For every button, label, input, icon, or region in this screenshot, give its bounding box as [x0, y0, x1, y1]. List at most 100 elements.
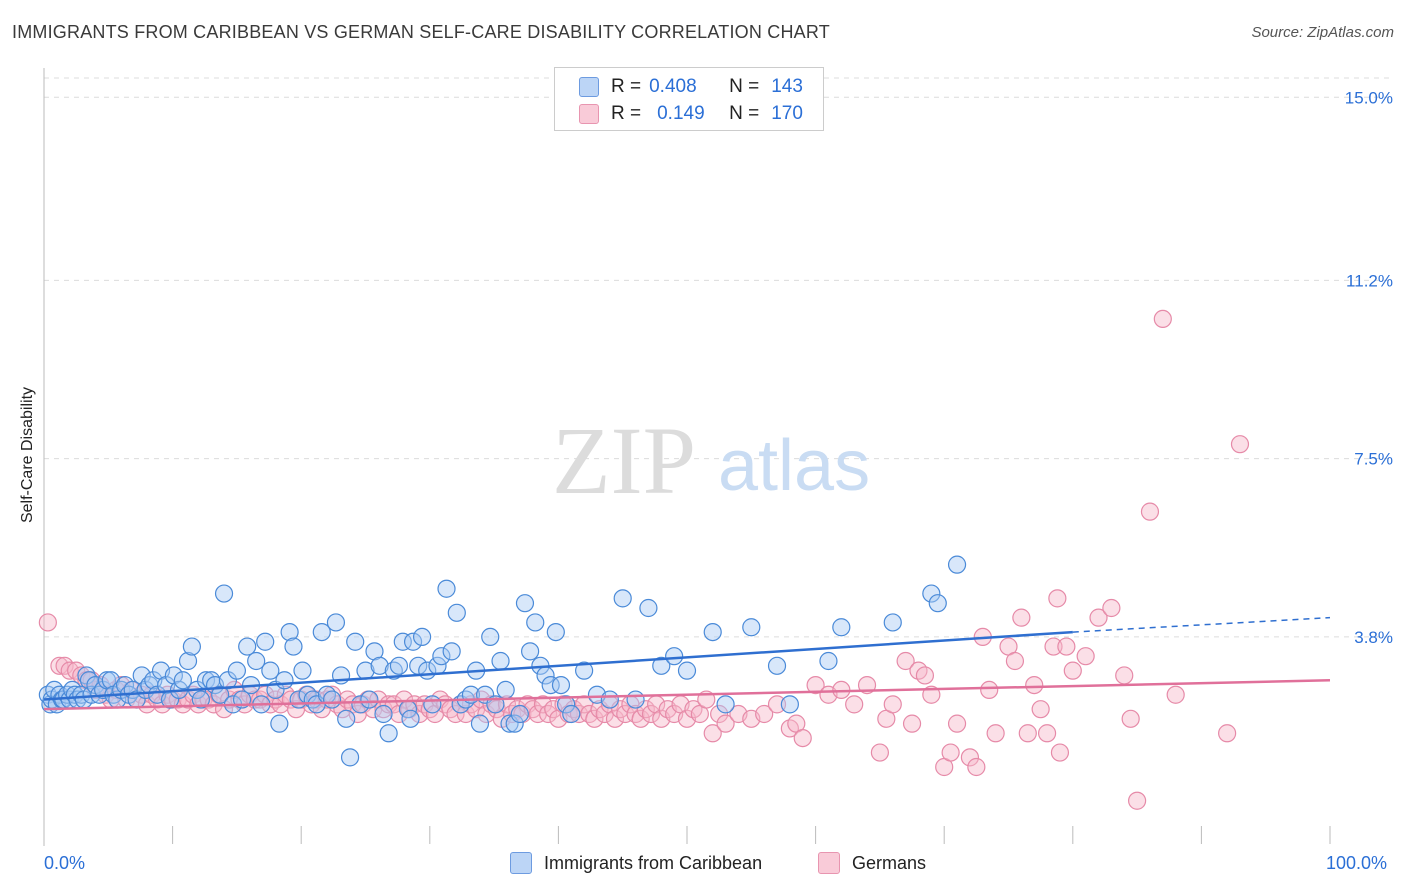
- caribbean-trend-extension: [1072, 616, 1331, 633]
- germans-point: [1012, 608, 1031, 627]
- caribbean-point: [191, 690, 210, 709]
- germans-point: [703, 724, 722, 743]
- caribbean-point: [270, 714, 289, 733]
- germans-point: [1057, 637, 1076, 656]
- germans-point: [1018, 724, 1037, 743]
- caribbean-point: [677, 661, 697, 680]
- legend-n-label: N =: [729, 103, 760, 124]
- x-tick-label-max: 100.0%: [1326, 853, 1388, 873]
- caribbean-point: [412, 627, 432, 647]
- germans-point: [50, 656, 69, 675]
- bottom-legend-label: Immigrants from Caribbean: [544, 852, 763, 873]
- source-note: Source: ZipAtlas.com: [1251, 24, 1394, 41]
- caribbean-point: [178, 651, 198, 671]
- watermark-atlas: atlas: [718, 426, 870, 506]
- y-axis-label: Self-Care Disability: [19, 386, 36, 524]
- legend-r-label: R =: [611, 76, 642, 97]
- legend-r-label: R =: [611, 103, 642, 124]
- caribbean-point: [510, 704, 529, 724]
- y-tick-label: 3.8%: [1354, 628, 1393, 647]
- x-tick-label-min: 0.0%: [44, 853, 86, 873]
- germans-point: [915, 666, 935, 685]
- caribbean-point: [437, 579, 456, 598]
- legend-n-label: N =: [729, 76, 760, 97]
- caribbean-point: [626, 690, 645, 709]
- grid-lines: [44, 77, 1394, 638]
- legend-row-germans: R = 0.149 N = 170: [579, 102, 803, 126]
- germans-point: [710, 704, 729, 724]
- caribbean-point: [505, 714, 524, 733]
- germans-point: [1031, 700, 1050, 719]
- germans-point: [960, 748, 980, 767]
- caribbean-point: [370, 656, 389, 675]
- caribbean-point: [447, 603, 466, 622]
- caribbean-point: [575, 661, 594, 680]
- caribbean-point: [526, 613, 545, 632]
- caribbean-point: [275, 671, 294, 690]
- caribbean-point: [557, 695, 576, 714]
- germans-point: [605, 709, 625, 728]
- germans-point: [446, 704, 465, 724]
- germans-point: [755, 704, 774, 724]
- germans-point: [641, 704, 661, 724]
- caribbean-point: [703, 622, 722, 642]
- germans-point: [967, 757, 986, 777]
- caribbean-point: [716, 695, 735, 714]
- germans-point: [410, 704, 429, 724]
- germans-point: [1050, 743, 1070, 762]
- caribbean-point: [360, 690, 379, 709]
- germans-point: [1230, 435, 1250, 454]
- caribbean-point: [256, 632, 275, 651]
- germans-point: [631, 709, 650, 728]
- caribbean-point: [521, 642, 540, 661]
- germans-point: [883, 695, 902, 714]
- germans-point: [389, 704, 409, 724]
- caribbean-point: [928, 594, 947, 613]
- caribbean-point: [346, 632, 365, 651]
- legend-r-value: 0.149: [657, 103, 705, 124]
- germans-point: [1044, 637, 1063, 656]
- caribbean-point: [780, 695, 799, 714]
- caribbean-point: [351, 695, 370, 714]
- bottom-legend-caribbean: Immigrants from Caribbean: [510, 851, 762, 875]
- trend-lines: [43, 616, 1331, 711]
- germans-point: [1115, 666, 1134, 685]
- caribbean-point: [164, 666, 183, 685]
- caribbean-point: [403, 632, 423, 651]
- germans-point: [1218, 724, 1237, 743]
- caribbean-point: [293, 661, 312, 680]
- caribbean-point: [541, 675, 560, 695]
- bottom-legend-swatch-blue: [510, 852, 532, 874]
- caribbean-point: [613, 589, 632, 608]
- germans-point: [60, 661, 79, 680]
- caribbean-points: [38, 555, 967, 767]
- germans-point: [870, 743, 890, 762]
- caribbean-point: [562, 704, 581, 724]
- caribbean-point: [665, 647, 684, 666]
- legend-row-caribbean: R = 0.408 N = 143: [579, 75, 803, 99]
- caribbean-point: [227, 661, 246, 680]
- germans-point: [806, 675, 825, 695]
- germans-point: [1037, 724, 1057, 743]
- germans-point: [767, 695, 787, 714]
- legend-n-value: 170: [771, 103, 803, 124]
- caribbean-point: [322, 690, 342, 709]
- caribbean-point: [947, 555, 967, 574]
- caribbean-point: [742, 618, 761, 637]
- caribbean-point: [767, 656, 787, 675]
- germans-point: [845, 695, 864, 714]
- caribbean-point: [132, 666, 151, 685]
- germans-point: [55, 656, 74, 675]
- germans-point: [580, 704, 599, 724]
- caribbean-point: [515, 594, 535, 613]
- caribbean-point: [639, 598, 658, 618]
- germans-point: [1005, 651, 1025, 671]
- germans-point: [1153, 309, 1172, 329]
- germans-point: [980, 680, 999, 700]
- caribbean-point: [442, 642, 461, 661]
- caribbean-point: [491, 651, 510, 671]
- caribbean-point: [326, 613, 346, 632]
- caribbean-point: [389, 656, 409, 675]
- caribbean-point: [922, 584, 941, 603]
- axes: [43, 68, 1331, 846]
